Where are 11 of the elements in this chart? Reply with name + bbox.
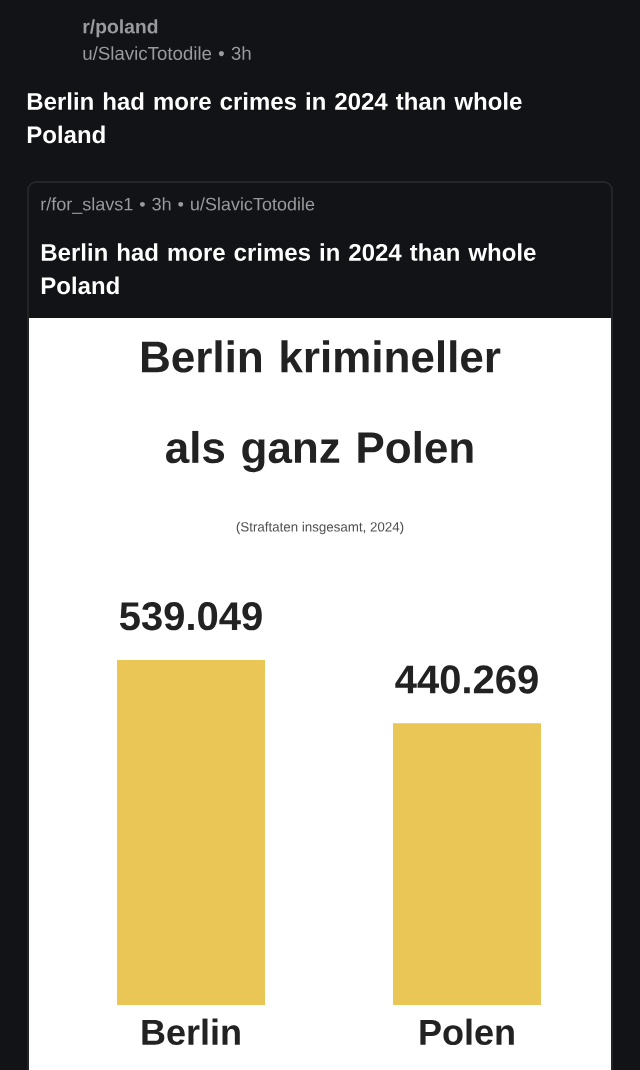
data-label: 539.049 — [119, 602, 262, 631]
text: Berlin had more crimes in 2024 than whole Poland — [41, 243, 536, 295]
text: Berlin had more crimes in 2024 than whole Poland — [27, 92, 522, 144]
data-label: 440.269 — [395, 665, 538, 694]
text: r/poland — [83, 19, 158, 38]
x-tick-label: Polen — [420, 1018, 514, 1046]
x-tick-label: Berlin — [142, 1018, 240, 1046]
chart-subtitle: (Straftaten insgesamt, 2024) — [236, 521, 404, 535]
text: r/for_slavs1 • 3h • u/SlavicTotodile — [41, 197, 315, 214]
text: u/SlavicTotodile • 3h — [83, 46, 251, 60]
chart-title: Berlin krimineller als ganz Polen — [141, 340, 501, 473]
